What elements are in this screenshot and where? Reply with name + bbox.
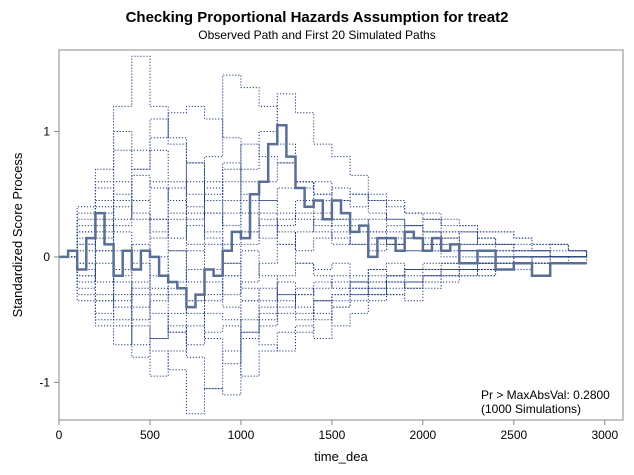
x-tick-label-3000: 3000 [591,428,618,442]
x-tick-label-1500: 1500 [319,428,346,442]
x-axis-label: time_dea [314,449,368,464]
chart-subtitle: Observed Path and First 20 Simulated Pat… [198,28,436,42]
observed-path [59,124,587,309]
simulated-paths [59,55,588,415]
y-tick-label--1: -1 [39,375,50,389]
y-tick-label-0: 0 [43,250,50,264]
y-tick-label-1: 1 [43,125,50,139]
simulated-path-5 [59,93,587,258]
simulated-path-1 [59,55,588,258]
pvalue-text: Pr > MaxAbsVal: 0.2800 [481,388,610,402]
y-axis: -1 0 1 [39,125,59,389]
simulated-path-3 [59,74,588,258]
simulated-path-14 [59,256,587,377]
simulated-path-18 [59,243,587,308]
simulated-path-9 [59,105,587,258]
simulations-text: (1000 Simulations) [481,402,581,416]
simulated-path-8 [59,231,587,314]
x-tick-label-2000: 2000 [410,428,437,442]
chart-title: Checking Proportional Hazards Assumption… [125,9,509,26]
x-tick-label-1000: 1000 [228,428,255,442]
simulated-path-11 [59,162,588,258]
observed-path-line [59,124,587,309]
x-axis: 0 500 1000 1500 2000 2500 3000 [56,420,618,442]
x-tick-label-500: 500 [140,428,160,442]
simulated-path-13 [59,149,587,258]
x-tick-label-2500: 2500 [500,428,527,442]
simulated-path-20 [59,256,587,333]
y-axis-label: Standardized Score Process [10,152,25,317]
x-tick-label-0: 0 [56,428,63,442]
plot-frame [58,49,624,421]
simulated-path-4 [59,256,587,396]
